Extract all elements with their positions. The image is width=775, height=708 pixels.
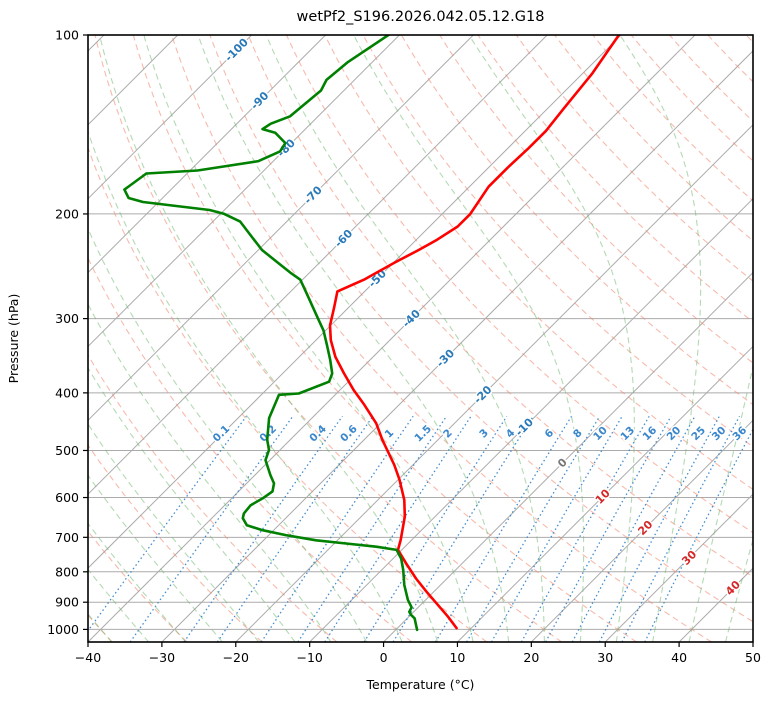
x-tick-40: 40 (671, 650, 687, 665)
mixing-ratio-labels: 0.1 0.2 0.4 0.6 1 1.5 2 3 4 6 8 10 13 16 20 25 30 36 (209, 421, 751, 446)
x-tick-30: 30 (597, 650, 613, 665)
y-tick-200: 200 (55, 206, 79, 221)
x-tick-50: 50 (745, 650, 761, 665)
y-tick-400: 400 (55, 385, 79, 400)
mixing-ratio-label-1: 1 (383, 427, 397, 441)
y-axis-title: Pressure (hPa) (6, 294, 21, 384)
x-tick--10: −10 (296, 650, 322, 665)
x-tick--40: −40 (75, 650, 101, 665)
dry-adiabats (88, 35, 753, 642)
y-tick-300: 300 (55, 311, 79, 326)
moist-adiabats (88, 35, 753, 642)
mixing-ratio-label-1.5: 1.5 (412, 423, 434, 445)
y-tick-500: 500 (55, 443, 79, 458)
y-tick-800: 800 (55, 564, 79, 579)
mixing-ratio-label-8: 8 (571, 427, 585, 441)
chart-title: wetPf2_S196.2026.042.05.12.G18 (297, 9, 545, 25)
mixing-ratio-label-3: 3 (477, 427, 491, 441)
x-tick-20: 20 (523, 650, 539, 665)
x-axis: −40 −30 −20 −10 0 10 20 30 40 50 (75, 642, 761, 665)
mixing-ratio-label-16: 16 (640, 424, 659, 443)
y-tick-1000: 1000 (47, 622, 79, 637)
y-tick-700: 700 (55, 530, 79, 545)
mixing-ratio-label-25: 25 (689, 424, 708, 443)
pressure-gridlines (88, 35, 753, 630)
y-tick-900: 900 (55, 595, 79, 610)
x-axis-title: Temperature (°C) (366, 677, 475, 692)
mixing-ratio-label-2: 2 (441, 427, 455, 441)
y-axis: 100 200 300 400 500 600 700 800 900 1000 (47, 28, 88, 637)
temperature-curve (328, 35, 621, 630)
mixing-ratio-label-0.1: 0.1 (211, 423, 233, 445)
x-tick-0: 0 (380, 650, 388, 665)
mixing-ratio-label-6: 6 (543, 427, 557, 441)
x-tick--30: −30 (149, 650, 175, 665)
x-tick--20: −20 (223, 650, 249, 665)
y-tick-100: 100 (55, 28, 79, 43)
dewpoint-curve (123, 35, 419, 632)
y-tick-600: 600 (55, 490, 79, 505)
mixing-ratio-label-0.6: 0.6 (338, 423, 360, 445)
axes (87, 34, 754, 643)
x-tick-10: 10 (449, 650, 465, 665)
isotherm-lines (88, 35, 753, 642)
mixing-ratio-lines (88, 415, 753, 642)
